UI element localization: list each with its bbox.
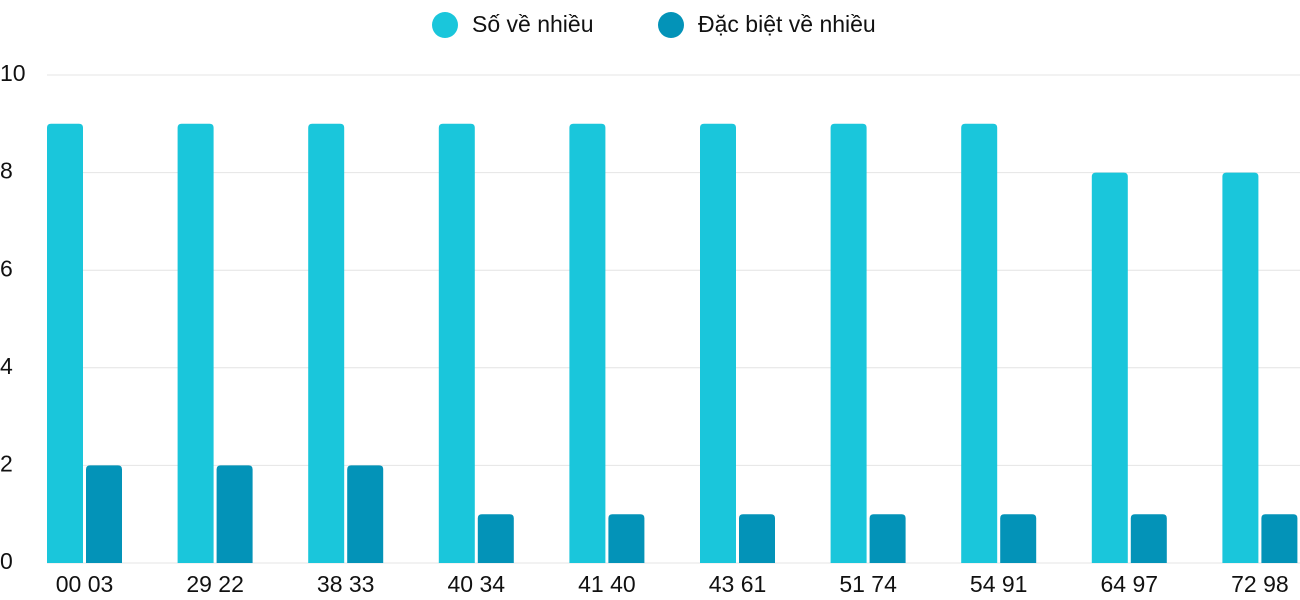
bar [47,123,83,564]
x-tick-label: 40 34 [448,571,506,597]
x-tick-label: 41 40 [578,571,636,597]
bar [608,514,645,563]
x-tick-label: 64 97 [1101,571,1159,597]
x-tick-label: 72 98 [1231,571,1289,597]
bar [438,123,475,564]
bar [869,514,906,563]
bar [1130,514,1167,563]
bar [700,123,736,564]
bar [308,123,345,564]
y-tick-label: 4 [0,353,13,379]
bar [1261,514,1298,563]
bar [830,123,867,564]
bar [1000,514,1037,563]
bar [347,465,384,563]
legend-label: Số về nhiều [472,11,593,37]
y-tick-label: 10 [0,60,26,86]
y-tick-label: 8 [0,158,13,184]
y-tick-label: 6 [0,255,13,281]
legend-marker [432,12,458,38]
bar [477,514,514,563]
x-tick-label: 00 03 [56,571,114,597]
bar [216,465,253,563]
legend-marker [658,12,684,38]
x-tick-label: 38 33 [317,571,375,597]
y-tick-label: 0 [0,548,13,574]
bar [961,123,998,564]
bar [1091,172,1128,563]
y-tick-label: 2 [0,450,13,476]
x-tick-label: 51 74 [839,571,897,597]
legend-label: Đặc biệt về nhiều [698,11,876,37]
x-tick-label: 29 22 [186,571,244,597]
bar [177,123,214,564]
bar [569,123,606,564]
bar [1222,172,1259,563]
x-tick-label: 43 61 [709,571,767,597]
bar [739,514,775,563]
bar [86,465,122,563]
x-tick-label: 54 91 [970,571,1028,597]
